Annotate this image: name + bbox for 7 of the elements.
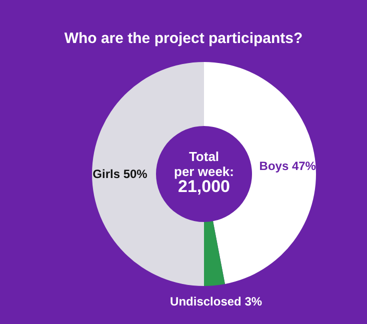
slice-label: Undisclosed 3% [170,294,262,308]
chart-title: Who are the project participants? [64,30,303,47]
text: Total per week: [174,149,234,179]
slice-label: Girls 50% [92,167,148,181]
text: 21,000 [178,177,230,196]
slice-label: Boys 47% [259,159,316,174]
donut-slice [204,221,225,286]
